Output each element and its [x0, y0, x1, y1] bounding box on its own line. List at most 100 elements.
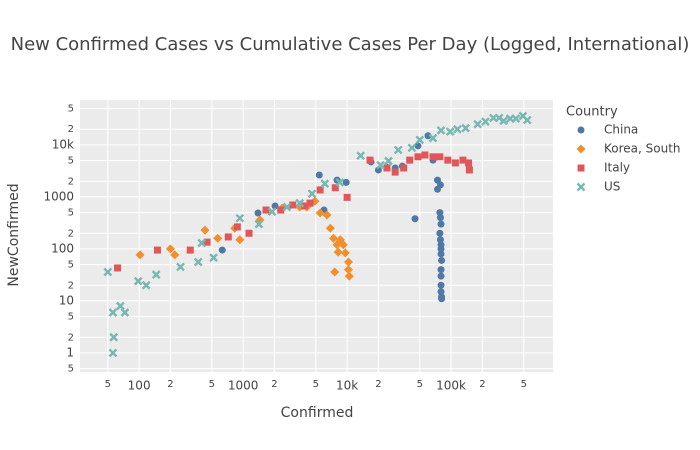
legend-marker	[576, 182, 586, 192]
x-tick-label: 2	[271, 379, 277, 390]
point	[438, 295, 446, 303]
point	[209, 253, 218, 262]
point	[306, 199, 314, 207]
point	[342, 178, 350, 186]
legend-marker	[577, 164, 585, 172]
point	[436, 229, 444, 237]
point	[153, 246, 161, 254]
x-tick-label: 2	[375, 379, 381, 390]
point	[114, 264, 122, 272]
point	[176, 262, 185, 272]
point	[465, 166, 473, 174]
point	[411, 215, 419, 223]
point	[333, 247, 343, 257]
point	[330, 267, 340, 277]
point	[233, 223, 241, 231]
point	[445, 127, 455, 136]
point	[453, 124, 462, 134]
x-tick-label: 5	[313, 379, 319, 390]
point	[421, 151, 429, 159]
point	[437, 266, 445, 274]
point	[522, 115, 532, 125]
point	[444, 156, 452, 164]
legend-marker	[577, 126, 585, 134]
point	[428, 133, 438, 143]
point	[218, 246, 226, 254]
point	[271, 202, 279, 210]
point	[473, 119, 482, 129]
x-tick-label: 5	[417, 379, 423, 390]
point	[383, 164, 391, 172]
point	[461, 123, 470, 133]
point	[170, 250, 180, 260]
point	[277, 206, 285, 214]
y-tick-label: 5	[68, 156, 74, 167]
point	[436, 214, 444, 222]
point	[338, 240, 348, 250]
point	[406, 156, 414, 164]
y-tick-label: 2	[68, 124, 74, 135]
point	[343, 265, 353, 275]
point	[307, 189, 317, 199]
legend-label[interactable]: Italy	[604, 161, 630, 175]
point	[464, 159, 472, 167]
point	[437, 250, 445, 258]
point	[438, 256, 446, 264]
y-tick-label: 5	[68, 312, 74, 323]
point	[343, 257, 353, 267]
y-tick-label: 5	[68, 260, 74, 271]
y-tick-label: 5	[68, 104, 74, 115]
legend-label[interactable]: China	[604, 123, 638, 137]
point	[424, 132, 432, 140]
legend-label[interactable]: US	[604, 180, 620, 194]
point	[511, 114, 521, 123]
point	[295, 198, 305, 208]
point	[116, 301, 125, 311]
x-tick-label: 5	[209, 379, 215, 390]
legend-label[interactable]: Korea, South	[604, 142, 681, 156]
point	[213, 233, 223, 243]
point	[414, 153, 422, 161]
point	[200, 225, 210, 235]
point	[415, 135, 425, 145]
point	[437, 245, 445, 253]
point	[109, 332, 119, 342]
point	[103, 267, 113, 277]
point	[135, 250, 145, 260]
x-tick-label: 1000	[228, 379, 259, 393]
y-tick-label: 5	[68, 364, 74, 375]
point	[186, 246, 194, 254]
point	[235, 235, 245, 245]
point	[245, 229, 253, 237]
x-tick-label: 100k	[436, 379, 466, 393]
point	[141, 280, 151, 290]
point	[315, 171, 323, 179]
point	[322, 210, 332, 220]
x-tick-label: 5	[105, 379, 111, 390]
point	[459, 156, 467, 164]
point	[407, 143, 417, 153]
point	[289, 201, 297, 209]
y-tick-label: 1	[66, 345, 74, 359]
point	[391, 168, 399, 176]
point	[436, 126, 446, 135]
point	[329, 233, 339, 243]
point	[224, 233, 232, 241]
point	[120, 308, 130, 317]
x-tick-label: 5	[521, 379, 527, 390]
y-tick-label: 10k	[52, 137, 74, 151]
y-tick-label: 5	[68, 208, 74, 219]
point	[165, 244, 175, 254]
point	[315, 208, 325, 218]
y-tick-label: 2	[68, 280, 74, 291]
point	[320, 179, 330, 188]
point	[254, 209, 262, 217]
legend-title: Country	[566, 105, 618, 120]
chart-title: New Confirmed Cases vs Cumulative Cases …	[11, 34, 690, 55]
y-tick-label: 1000	[43, 189, 74, 203]
point	[437, 272, 445, 280]
point	[437, 220, 445, 228]
x-tick-label: 100	[128, 379, 151, 393]
